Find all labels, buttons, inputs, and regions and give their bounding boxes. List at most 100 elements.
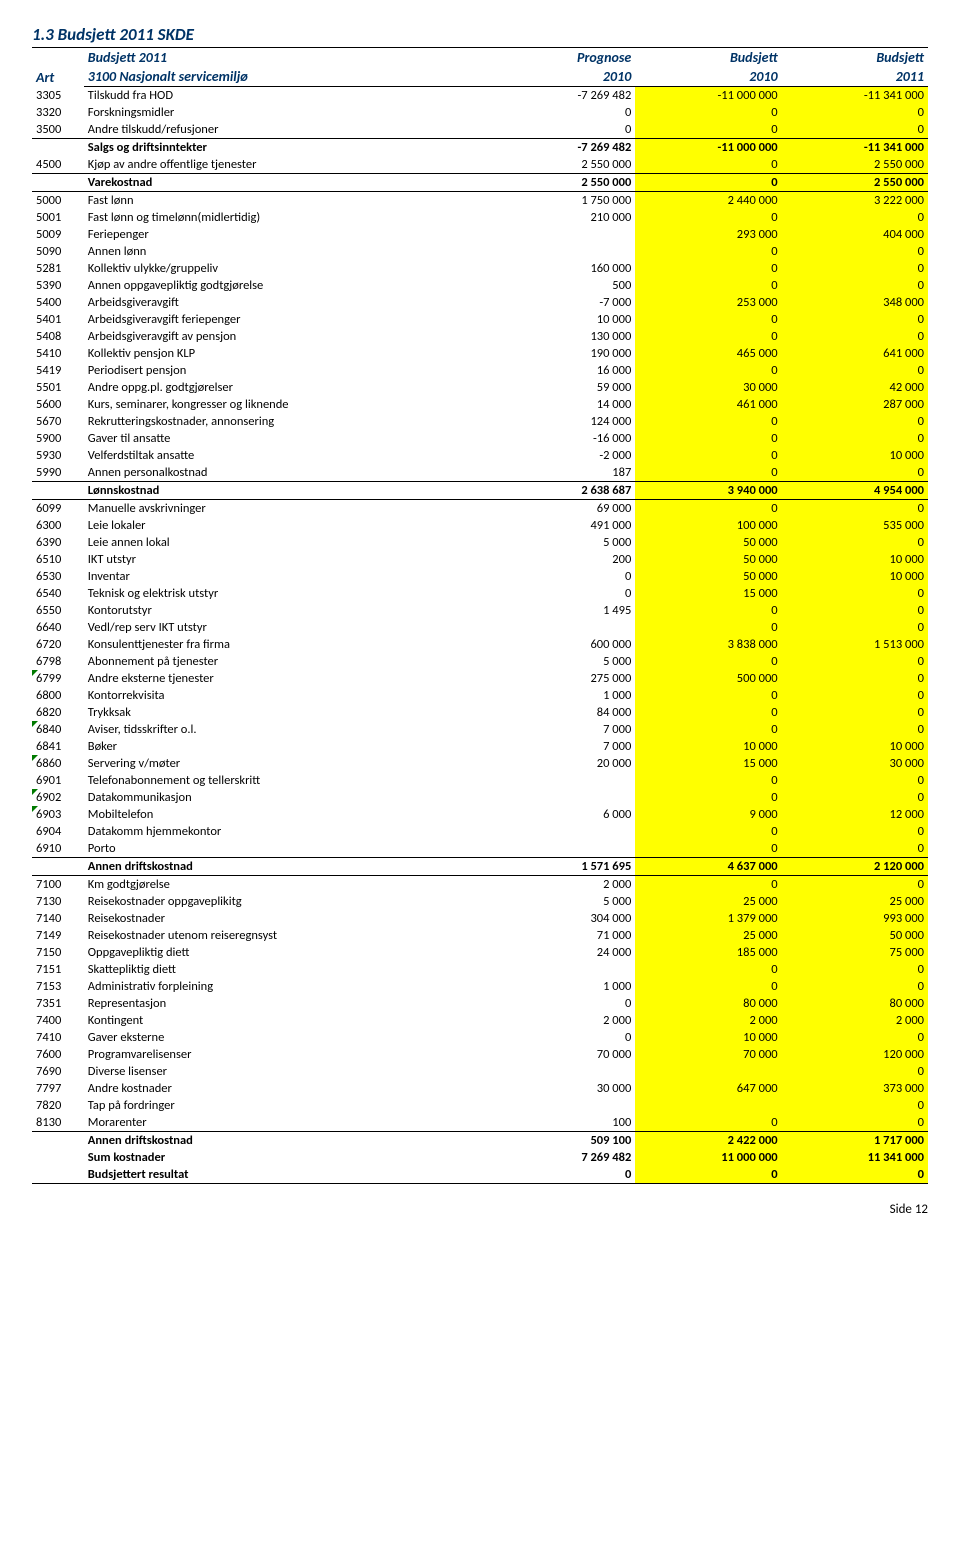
row-value: 0 [635,311,781,328]
row-label: Annen lønn [84,243,489,260]
row-value: 10 000 [635,1029,781,1046]
row-label: Andre eksterne tjenester [84,670,489,687]
row-value: 2 000 [489,1012,635,1029]
row-art: 7600 [32,1046,84,1063]
row-value: 0 [782,413,928,430]
row-value [489,840,635,858]
header-col1b: 3100 Nasjonalt servicemiljø [84,67,489,87]
row-art: 7400 [32,1012,84,1029]
header-art: Art [32,48,84,87]
row-label: Arbeidsgiveravgift av pensjon [84,328,489,345]
row-art: 5501 [32,379,84,396]
row-value: 0 [489,995,635,1012]
row-value [489,226,635,243]
row-value: 75 000 [782,944,928,961]
row-value: 11 341 000 [782,1149,928,1166]
row-value: 304 000 [489,910,635,927]
row-value: 0 [635,721,781,738]
row-label: Andre kostnader [84,1080,489,1097]
row-label: Administrativ forpleining [84,978,489,995]
row-art: 6540 [32,585,84,602]
row-value: -7 000 [489,294,635,311]
row-art: 4500 [32,156,84,174]
row-art: 7149 [32,927,84,944]
row-value: 509 100 [489,1132,635,1150]
row-value: 0 [635,464,781,482]
row-value [489,789,635,806]
row-value: 10 000 [782,447,928,464]
row-label: Telefonabonnement og tellerskritt [84,772,489,789]
row-value: 0 [782,1029,928,1046]
row-value: 0 [782,687,928,704]
row-value: 5 000 [489,653,635,670]
row-value [489,961,635,978]
row-value: 0 [489,568,635,585]
row-label: Inventar [84,568,489,585]
row-value: -16 000 [489,430,635,447]
row-value: 2 000 [489,876,635,894]
row-label: Velferdstiltak ansatte [84,447,489,464]
row-art: 5400 [32,294,84,311]
row-label: Varekostnad [84,174,489,192]
row-value: 25 000 [782,893,928,910]
row-value: 0 [782,121,928,139]
row-value: 0 [782,961,928,978]
row-value: 993 000 [782,910,928,927]
row-label: Annen driftskostnad [84,1132,489,1150]
row-art: 6640 [32,619,84,636]
row-value: 0 [635,174,781,192]
row-label: Datakomm hjemmekontor [84,823,489,840]
row-value: 0 [782,653,928,670]
row-art: 6099 [32,500,84,518]
row-value: 0 [635,789,781,806]
row-value: 2 550 000 [782,156,928,174]
row-value: 0 [635,876,781,894]
row-value: 185 000 [635,944,781,961]
row-value: 0 [635,430,781,447]
row-art: 6820 [32,704,84,721]
row-label: Vedl/rep serv IKT utstyr [84,619,489,636]
row-art: 7151 [32,961,84,978]
row-art [32,139,84,157]
row-value: 30 000 [782,755,928,772]
row-art: 6860 [32,755,84,772]
row-art [32,482,84,500]
row-art: 6910 [32,840,84,858]
row-label: Annen oppgavepliktig godtgjørelse [84,277,489,294]
row-label: Skattepliktig diett [84,961,489,978]
row-value [489,619,635,636]
row-value: 4 954 000 [782,482,928,500]
row-value: 0 [635,328,781,345]
row-value: 0 [782,260,928,277]
row-value: 15 000 [635,585,781,602]
row-label: Tap på fordringer [84,1097,489,1114]
row-label: Mobiltelefon [84,806,489,823]
row-label: Andre tilskudd/refusjoner [84,121,489,139]
row-value: 0 [489,104,635,121]
row-value: 2 550 000 [489,174,635,192]
row-label: Gaver til ansatte [84,430,489,447]
row-label: Kontingent [84,1012,489,1029]
row-value: 5 000 [489,893,635,910]
row-label: Budsjettert resultat [84,1166,489,1184]
row-value: 10 000 [782,551,928,568]
row-value: 0 [782,362,928,379]
row-value: 71 000 [489,927,635,944]
row-value: 1 571 695 [489,858,635,876]
row-art: 6799 [32,670,84,687]
header-col2a: Prognose [489,48,635,68]
row-value: 2 638 687 [489,482,635,500]
row-label: IKT utstyr [84,551,489,568]
row-value: 0 [635,243,781,260]
row-label: Forskningsmidler [84,104,489,121]
row-art [32,1132,84,1150]
row-value [489,1097,635,1114]
row-value: 0 [489,1029,635,1046]
row-art: 5408 [32,328,84,345]
row-value: 0 [782,721,928,738]
row-label: Fast lønn og timelønn(midlertidig) [84,209,489,226]
row-art: 7351 [32,995,84,1012]
row-label: Reisekostnader oppgaveplikitg [84,893,489,910]
row-art: 5930 [32,447,84,464]
row-value: 24 000 [489,944,635,961]
